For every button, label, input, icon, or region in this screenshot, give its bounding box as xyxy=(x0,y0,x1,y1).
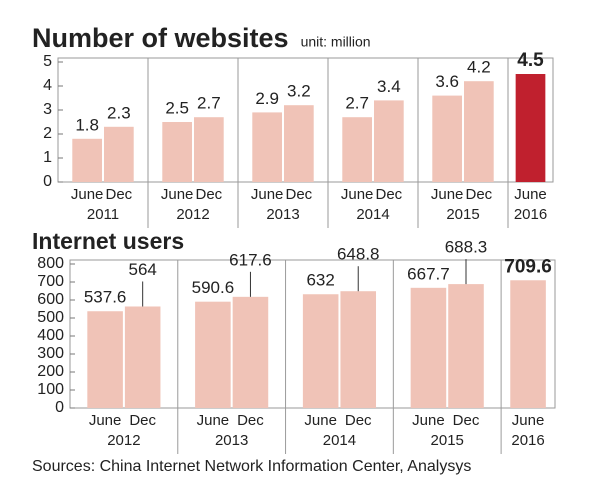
bar xyxy=(72,138,102,182)
value-label: 1.8 xyxy=(75,115,99,134)
y-tick-label: 5 xyxy=(43,53,52,70)
bar xyxy=(448,284,484,408)
bar xyxy=(432,95,462,182)
x-tick-label: June xyxy=(304,412,337,429)
x-tick-label: Dec xyxy=(345,412,372,429)
value-label: 2.9 xyxy=(255,89,279,108)
x-tick-label: June xyxy=(197,412,230,429)
value-label: 617.6 xyxy=(229,250,272,269)
bar xyxy=(194,117,224,182)
x-tick-label: Dec xyxy=(286,186,313,203)
bar xyxy=(302,294,339,408)
x-tick-label: June xyxy=(412,412,445,429)
y-tick-label: 400 xyxy=(37,327,64,344)
chart-title: Number of websites xyxy=(32,23,289,53)
y-tick-label: 500 xyxy=(37,309,64,326)
bar xyxy=(162,122,192,182)
x-tick-label: Dec xyxy=(106,186,133,203)
x-tick-label: June xyxy=(514,186,547,203)
bar xyxy=(515,74,546,182)
y-tick-label: 700 xyxy=(37,273,64,290)
bar xyxy=(104,126,134,182)
value-label: 4.5 xyxy=(517,50,544,71)
group-label: 2011 xyxy=(87,206,119,223)
value-label: 2.7 xyxy=(345,94,369,113)
x-tick-label: Dec xyxy=(196,186,223,203)
x-tick-label: June xyxy=(431,186,464,203)
value-label: 590.6 xyxy=(192,278,235,297)
value-label: 3.2 xyxy=(287,82,311,101)
y-tick-label: 200 xyxy=(37,363,64,380)
value-label: 648.8 xyxy=(337,245,380,264)
y-tick-label: 300 xyxy=(37,345,64,362)
group-label: 2016 xyxy=(514,206,547,223)
bar xyxy=(252,112,282,182)
y-tick-label: 800 xyxy=(37,255,64,272)
bar xyxy=(374,100,404,182)
x-tick-label: Dec xyxy=(466,186,493,203)
source-note: Sources: China Internet Network Informat… xyxy=(32,458,471,475)
x-tick-label: June xyxy=(512,412,545,429)
x-tick-label: June xyxy=(341,186,374,203)
value-label: 2.5 xyxy=(165,98,189,117)
group-label: 2012 xyxy=(176,206,209,223)
value-label: 667.7 xyxy=(407,264,450,283)
y-tick-label: 4 xyxy=(43,77,52,94)
bar xyxy=(342,117,372,182)
x-tick-label: June xyxy=(89,412,122,429)
y-tick-label: 3 xyxy=(43,101,52,118)
value-label: 3.4 xyxy=(377,77,401,96)
x-tick-label: June xyxy=(251,186,284,203)
bar xyxy=(410,287,447,408)
x-tick-label: June xyxy=(161,186,194,203)
bar xyxy=(232,296,269,408)
group-label: 2014 xyxy=(323,432,356,449)
value-label: 632 xyxy=(306,271,334,290)
y-tick-label: 100 xyxy=(37,381,64,398)
group-label: 2015 xyxy=(446,206,479,223)
group-label: 2014 xyxy=(356,206,389,223)
y-tick-label: 1 xyxy=(43,149,52,166)
bar xyxy=(510,280,546,408)
x-tick-label: Dec xyxy=(129,412,156,429)
group-label: 2013 xyxy=(215,432,248,449)
x-tick-label: June xyxy=(71,186,104,203)
value-label: 709.6 xyxy=(504,256,552,277)
x-tick-label: Dec xyxy=(376,186,403,203)
y-tick-label: 0 xyxy=(55,399,64,416)
value-label: 688.3 xyxy=(445,238,488,257)
value-label: 2.7 xyxy=(197,94,221,113)
bar xyxy=(284,105,314,182)
group-label: 2015 xyxy=(431,432,464,449)
bar xyxy=(464,81,494,182)
bar xyxy=(195,301,231,408)
group-label: 2013 xyxy=(266,206,299,223)
value-label: 4.2 xyxy=(467,58,491,77)
bar xyxy=(340,291,377,408)
x-tick-label: Dec xyxy=(453,412,480,429)
y-tick-label: 2 xyxy=(43,125,52,142)
group-label: 2016 xyxy=(511,432,544,449)
bar xyxy=(124,306,161,408)
y-tick-label: 600 xyxy=(37,291,64,308)
value-label: 564 xyxy=(128,260,156,279)
group-label: 2012 xyxy=(107,432,140,449)
y-tick-label: 0 xyxy=(43,173,52,190)
chart-subtitle: unit: million xyxy=(301,34,371,50)
x-tick-label: Dec xyxy=(237,412,264,429)
value-label: 2.3 xyxy=(107,103,131,122)
bar xyxy=(87,311,123,408)
chart-title: Internet users xyxy=(32,228,184,254)
value-label: 3.6 xyxy=(435,72,459,91)
value-label: 537.6 xyxy=(84,288,127,307)
